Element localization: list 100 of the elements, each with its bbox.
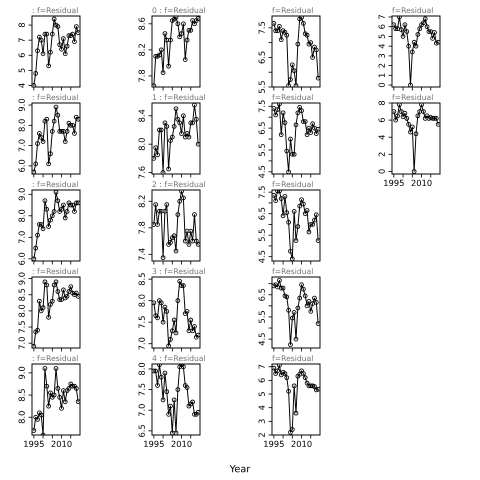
point <box>33 414 38 420</box>
point <box>308 309 314 314</box>
point <box>419 103 424 108</box>
point <box>76 30 80 35</box>
point <box>284 294 290 300</box>
y-tick-label: 9.0 <box>18 272 25 285</box>
point <box>59 207 64 212</box>
point <box>59 406 64 411</box>
point <box>40 51 46 56</box>
y-tick-label: 7.0 <box>18 231 25 244</box>
point <box>44 116 50 122</box>
point <box>152 300 156 306</box>
point <box>277 278 282 283</box>
point <box>35 417 40 422</box>
point <box>70 202 75 208</box>
y-tick-label: 8.0 <box>18 304 25 317</box>
point <box>316 386 320 392</box>
point <box>393 118 398 122</box>
y-tick-label: 8.5 <box>18 288 25 301</box>
point <box>299 197 304 202</box>
line-series <box>272 190 320 261</box>
point <box>37 298 42 304</box>
point <box>61 129 66 134</box>
point <box>157 128 162 132</box>
y-tick-label: 5.5 <box>258 81 265 93</box>
point <box>33 246 38 250</box>
point <box>406 122 411 127</box>
point <box>304 132 310 138</box>
point <box>404 116 410 121</box>
point <box>166 412 171 417</box>
point <box>301 21 306 26</box>
y-tick-label: 7.5 <box>258 22 265 34</box>
point <box>186 404 192 408</box>
point <box>188 28 194 33</box>
point <box>277 364 282 368</box>
point <box>308 130 314 135</box>
point <box>158 374 164 380</box>
point <box>32 344 36 348</box>
point <box>70 290 75 296</box>
point <box>301 371 306 376</box>
point <box>194 116 199 122</box>
point <box>66 120 72 126</box>
point <box>196 16 200 21</box>
point <box>168 337 173 342</box>
point <box>38 135 44 140</box>
point <box>272 21 276 26</box>
point <box>280 28 286 34</box>
point <box>64 294 70 299</box>
point <box>194 412 199 417</box>
point <box>61 202 66 208</box>
point <box>294 122 298 128</box>
point <box>297 105 302 110</box>
point <box>412 169 417 174</box>
point <box>428 29 434 34</box>
y-tick-label: 6 <box>378 24 385 29</box>
point <box>175 116 180 122</box>
point <box>290 316 295 320</box>
point <box>299 16 304 20</box>
point <box>46 314 51 320</box>
point <box>284 210 290 215</box>
point <box>54 190 58 195</box>
point <box>44 282 50 288</box>
point <box>48 218 53 222</box>
point <box>37 131 42 136</box>
point <box>186 134 192 140</box>
point <box>292 152 297 157</box>
point <box>415 32 420 37</box>
point <box>314 131 319 136</box>
point <box>295 42 300 46</box>
point <box>50 394 55 400</box>
point <box>288 430 293 435</box>
y-tick-label: 6.5 <box>258 122 265 134</box>
point <box>40 139 46 144</box>
point <box>314 48 319 52</box>
point <box>174 330 178 336</box>
point <box>162 370 168 376</box>
point <box>174 430 178 435</box>
y-tick-label: 5.5 <box>258 144 265 156</box>
point <box>186 28 192 33</box>
point <box>160 170 166 174</box>
point <box>297 204 302 208</box>
point <box>38 38 44 43</box>
point <box>290 256 295 261</box>
point <box>312 296 317 300</box>
line-series <box>152 364 200 435</box>
point <box>166 343 171 348</box>
point <box>55 112 60 118</box>
point <box>314 300 319 305</box>
point <box>397 16 402 20</box>
point <box>68 202 74 208</box>
point <box>68 33 74 38</box>
point <box>57 42 62 48</box>
point <box>194 18 199 23</box>
point <box>286 169 291 174</box>
point <box>155 316 160 320</box>
point <box>184 38 190 42</box>
point <box>44 32 50 36</box>
line-series <box>272 16 320 87</box>
point <box>64 209 70 214</box>
point <box>273 371 278 376</box>
